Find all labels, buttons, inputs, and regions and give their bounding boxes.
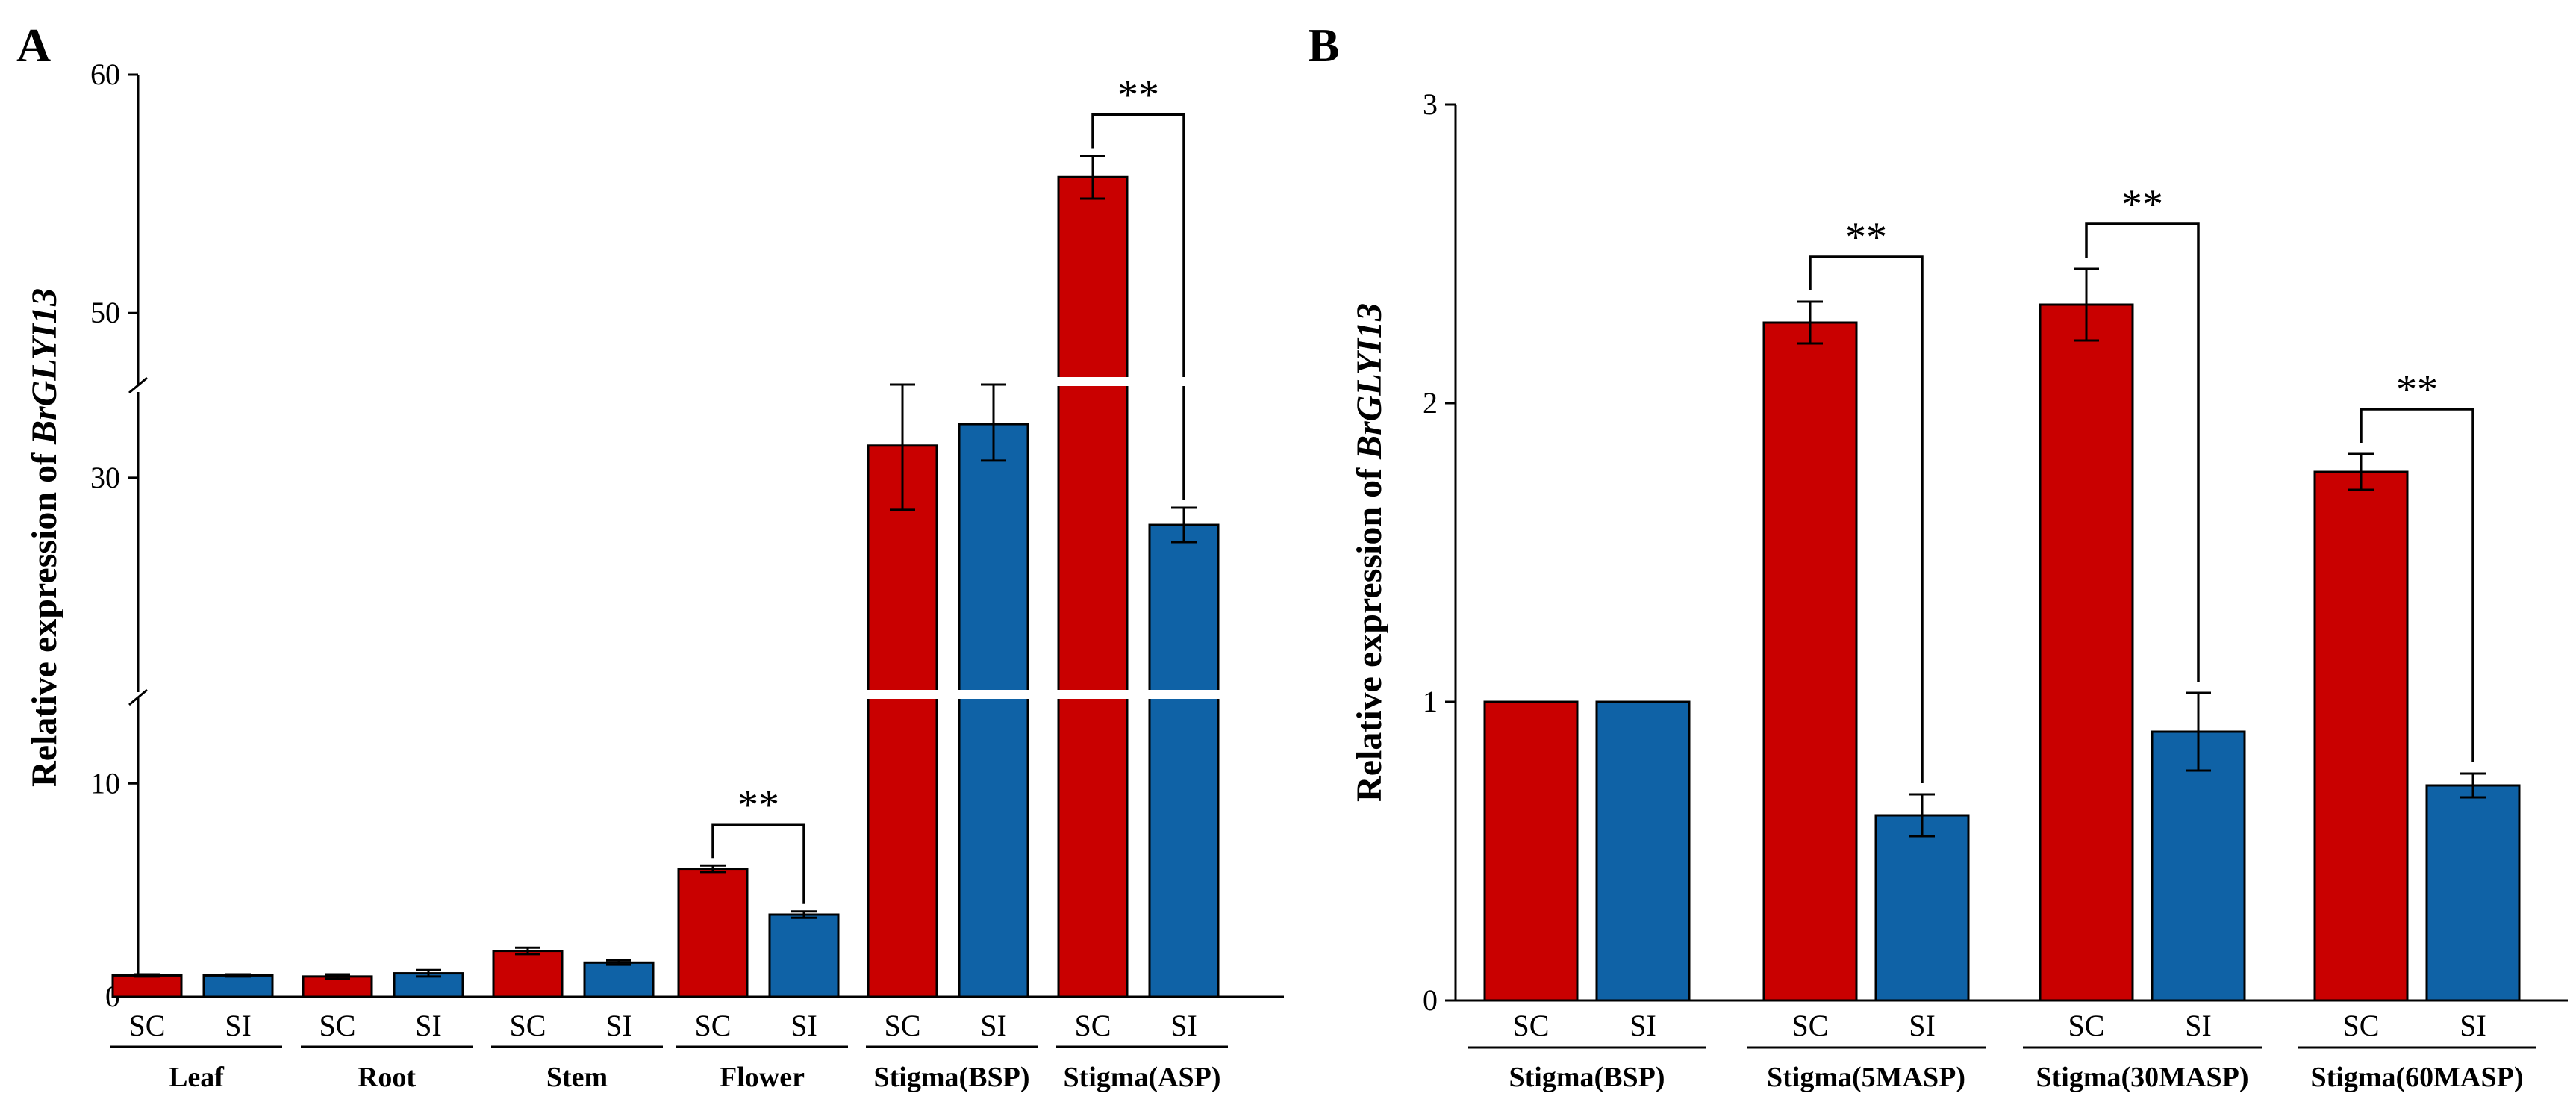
bar-label-sc: SC — [510, 1009, 546, 1042]
y-axis-label-gene: BrGLYI13 — [1350, 303, 1389, 460]
bar-label-sc: SC — [2068, 1009, 2105, 1042]
bar-label-si: SI — [225, 1009, 252, 1042]
bar-label-si: SI — [605, 1009, 632, 1042]
category-label: Leaf — [169, 1062, 225, 1093]
bar-label-sc: SC — [1075, 1009, 1111, 1042]
category-label: Stigma(5MASP) — [1767, 1062, 1965, 1093]
significance-label: ** — [1845, 214, 1887, 261]
bar-si — [1874, 814, 1970, 1002]
y-tick-label: 0 — [1423, 983, 1438, 1017]
significance-bracket — [2085, 222, 2200, 682]
bar-si — [1148, 523, 1220, 998]
bar-break-gap-upper — [1052, 377, 1202, 386]
bar-label-si: SI — [2185, 1009, 2212, 1042]
y-tick-label: 50 — [90, 296, 120, 329]
category-label: Root — [358, 1062, 416, 1093]
bar-si — [2425, 784, 2521, 1002]
category-label: Stigma(30MASP) — [2036, 1062, 2249, 1093]
significance-label: ** — [737, 782, 779, 828]
y-axis-label-text: Relative expression of — [25, 444, 64, 787]
axis-break-mark-upper — [128, 376, 148, 394]
bar-si — [1595, 700, 1691, 1002]
y-tick-label: 10 — [90, 766, 120, 800]
bar-label-si: SI — [1170, 1009, 1197, 1042]
bar-si — [958, 423, 1029, 998]
axis-break-mark-lower — [128, 688, 148, 706]
significance-bracket — [711, 823, 805, 904]
y-axis-label: Relative expression of BrGLYI13 — [25, 288, 64, 787]
significance-bracket — [1091, 113, 1185, 501]
y-tick-label: 3 — [1423, 87, 1438, 121]
bar-sc — [1057, 175, 1129, 998]
significance-bracket — [2360, 408, 2474, 762]
bar-label-sc: SC — [2343, 1009, 2380, 1042]
category-label: Stem — [546, 1062, 608, 1093]
y-tick-label: 1 — [1423, 685, 1438, 718]
y-tick-label: 2 — [1423, 386, 1438, 420]
category-label: Stigma(60MASP) — [2311, 1062, 2524, 1093]
bar-si — [2151, 730, 2246, 1002]
bar-sc — [492, 950, 564, 998]
bar-label-si: SI — [790, 1009, 817, 1042]
bar-label-sc: SC — [129, 1009, 166, 1042]
bar-sc — [111, 974, 183, 998]
category-label: Stigma(ASP) — [1063, 1062, 1220, 1093]
bar-break-gap-lower — [866, 690, 1284, 699]
bar-label-sc: SC — [885, 1009, 921, 1042]
bar-label-si: SI — [2460, 1009, 2486, 1042]
bar-label-sc: SC — [695, 1009, 732, 1042]
significance-label: ** — [2121, 181, 2163, 228]
category-label: Stigma(BSP) — [1509, 1062, 1665, 1093]
bar-sc — [677, 868, 749, 998]
bar-si — [583, 961, 655, 998]
y-axis-label-gene: BrGLYI13 — [25, 288, 64, 445]
bar-sc — [867, 444, 938, 998]
y-axis-label: Relative expression of BrGLYI13 — [1350, 303, 1389, 802]
bar-sc — [1483, 700, 1579, 1002]
bar-label-si: SI — [1630, 1009, 1656, 1042]
bar-si — [202, 974, 274, 998]
significance-bracket — [1809, 255, 1924, 783]
significance-label: ** — [2396, 367, 2438, 413]
bar-label-sc: SC — [1792, 1009, 1829, 1042]
bar-label-si: SI — [415, 1009, 442, 1042]
bar-label-sc: SC — [1513, 1009, 1550, 1042]
bar-sc — [302, 975, 373, 998]
bar-sc — [2039, 303, 2134, 1002]
bar-label-si: SI — [980, 1009, 1007, 1042]
bar-label-si: SI — [1909, 1009, 1936, 1042]
category-label: Flower — [720, 1062, 805, 1093]
y-tick-label: 60 — [90, 57, 120, 91]
panel-a: A 010305060Relative expression of BrGLYI… — [16, 19, 1284, 1093]
panel-b-letter: B — [1308, 19, 1340, 72]
category-label: Stigma(BSP) — [874, 1062, 1030, 1093]
significance-label: ** — [1117, 72, 1159, 119]
y-tick-label: 30 — [90, 461, 120, 494]
bar-sc — [1762, 321, 1858, 1002]
bar-sc — [2313, 470, 2409, 1002]
panel-b: B 0 1 2 3 Relative expression of BrGLYI13 SC S… — [1308, 19, 2568, 1093]
y-axis-label-text: Relative expression of — [1350, 459, 1389, 802]
bar-label-sc: SC — [319, 1009, 356, 1042]
panel-a-letter: A — [16, 19, 51, 72]
bar-si — [768, 913, 840, 998]
